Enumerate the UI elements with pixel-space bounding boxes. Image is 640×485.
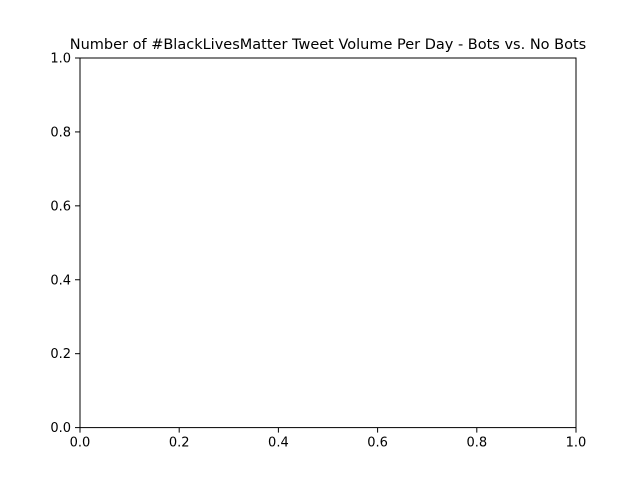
x-tick-label: 0.0	[70, 436, 91, 451]
y-axis-ticks: 0.0 0.2 0.4 0.6 0.8 1.0	[50, 52, 80, 436]
y-tick-label: 0.2	[50, 347, 71, 362]
x-tick-label: 0.6	[367, 436, 388, 451]
y-tick-label: 0.8	[50, 125, 71, 140]
y-tick-label: 0.6	[50, 199, 71, 214]
plot-area	[79, 57, 577, 429]
x-tick-label: 0.4	[268, 436, 289, 451]
x-axis-ticks: 0.0 0.2 0.4 0.6 0.8 1.0	[70, 427, 587, 451]
chart-title: Number of #BlackLivesMatter Tweet Volume…	[70, 37, 586, 53]
y-tick-label: 1.0	[50, 52, 71, 67]
y-tick-label: 0.0	[50, 421, 71, 436]
x-tick-label: 1.0	[566, 436, 587, 451]
y-tick-label: 0.4	[50, 273, 71, 288]
x-tick-label: 0.8	[466, 436, 487, 451]
x-tick-label: 0.2	[169, 436, 190, 451]
